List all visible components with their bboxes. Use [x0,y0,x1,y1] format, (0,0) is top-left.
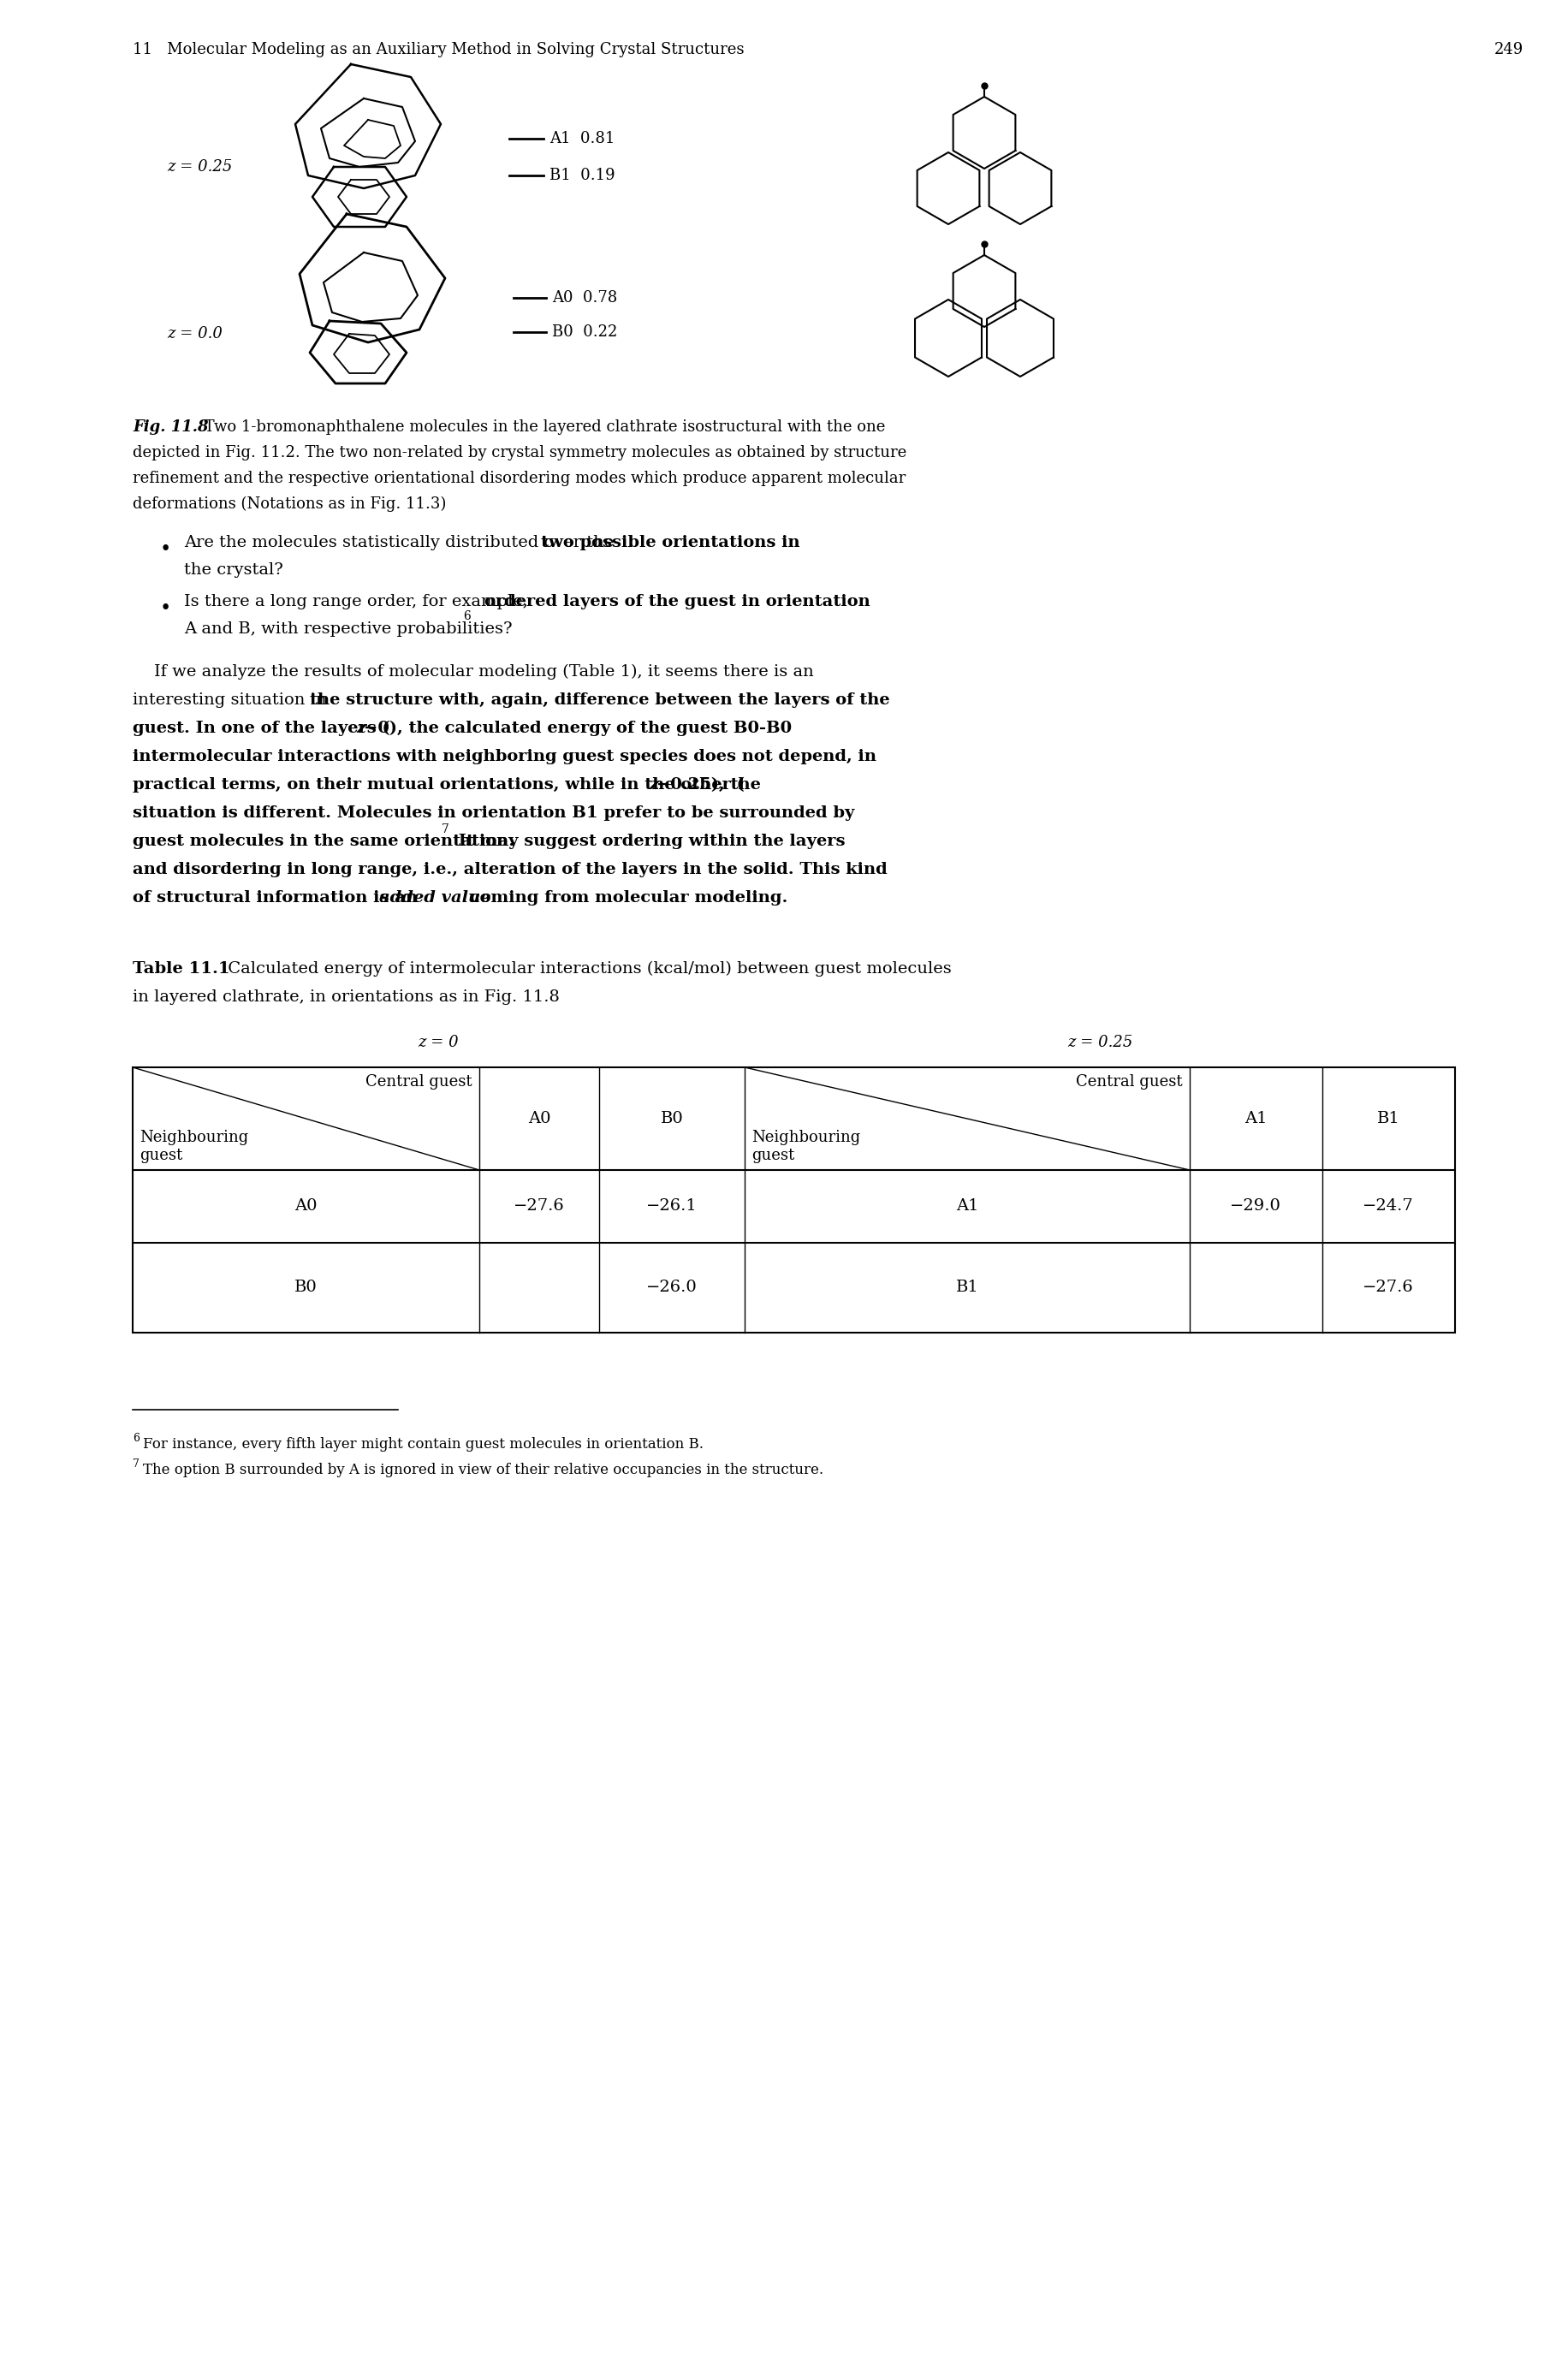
Text: z = 0.25: z = 0.25 [1068,1036,1132,1050]
Text: 249: 249 [1494,43,1524,57]
Text: 7: 7 [442,824,450,836]
Text: A1: A1 [956,1198,978,1214]
Text: in layered clathrate, in orientations as in Fig. 11.8: in layered clathrate, in orientations as… [133,988,560,1005]
Text: It may suggest ordering within the layers: It may suggest ordering within the layer… [453,834,845,848]
Text: coming from molecular modeling.: coming from molecular modeling. [464,891,787,905]
Text: depicted in Fig. 11.2. The two non-related by crystal symmetry molecules as obta: depicted in Fig. 11.2. The two non-relat… [133,444,906,461]
Text: A1: A1 [1245,1112,1267,1126]
Text: situation is different. Molecules in orientation B1 prefer to be surrounded by: situation is different. Molecules in ori… [133,805,855,820]
Text: −27.6: −27.6 [514,1198,564,1214]
Text: z = 0: z = 0 [417,1036,458,1050]
Text: B1: B1 [956,1281,978,1295]
Text: Is there a long range order, for example,: Is there a long range order, for example… [183,594,533,608]
Text: Table 11.1: Table 11.1 [133,962,230,977]
Text: −26.1: −26.1 [646,1198,698,1214]
Text: −27.6: −27.6 [1363,1281,1414,1295]
Text: 6: 6 [133,1433,140,1445]
Text: A0: A0 [295,1198,317,1214]
Text: For instance, every fifth layer might contain guest molecules in orientation B.: For instance, every fifth layer might co… [143,1437,704,1452]
Text: −0), the calculated energy of the guest B0-B0: −0), the calculated energy of the guest … [364,720,792,737]
Text: z: z [356,720,365,737]
Text: •: • [160,539,171,558]
Text: refinement and the respective orientational disordering modes which produce appa: refinement and the respective orientatio… [133,470,906,487]
Text: and disordering in long range, i.e., alteration of the layers in the solid. This: and disordering in long range, i.e., alt… [133,862,887,877]
Text: the crystal?: the crystal? [183,563,284,577]
Text: deformations (Notations as in Fig. 11.3): deformations (Notations as in Fig. 11.3) [133,497,447,513]
Text: Calculated energy of intermolecular interactions (kcal/mol) between guest molecu: Calculated energy of intermolecular inte… [223,962,952,977]
Text: Fig. 11.8: Fig. 11.8 [133,421,209,435]
Text: A0  0.78: A0 0.78 [552,290,618,307]
Text: Two 1-bromonaphthalene molecules in the layered clathrate isostructural with the: Two 1-bromonaphthalene molecules in the … [199,421,886,435]
Text: B1  0.19: B1 0.19 [549,169,615,183]
Text: Central guest: Central guest [365,1074,472,1091]
Text: A1  0.81: A1 0.81 [549,131,615,147]
Text: 11   Molecular Modeling as an Auxiliary Method in Solving Crystal Structures: 11 Molecular Modeling as an Auxiliary Me… [133,43,745,57]
Bar [133,1067,1455,1333]
Text: of structural information is an: of structural information is an [133,891,423,905]
Text: •: • [160,599,171,618]
Text: added value: added value [379,891,491,905]
Text: the structure with, again, difference between the layers of the: the structure with, again, difference be… [310,691,891,708]
Text: B0  0.22: B0 0.22 [552,326,618,340]
Text: ordered layers of the guest in orientation: ordered layers of the guest in orientati… [485,594,870,608]
Text: Neighbouring
guest: Neighbouring guest [140,1131,248,1164]
Text: Neighbouring
guest: Neighbouring guest [751,1131,861,1164]
Text: −24.7: −24.7 [1363,1198,1414,1214]
Text: A and B, with respective probabilities?: A and B, with respective probabilities? [183,623,513,637]
Text: 6: 6 [463,611,470,623]
Text: −29.0: −29.0 [1229,1198,1281,1214]
Text: z: z [649,777,659,794]
Text: guest. In one of the layers (: guest. In one of the layers ( [133,720,390,737]
Text: practical terms, on their mutual orientations, while in the other (: practical terms, on their mutual orienta… [133,777,745,794]
Text: interesting situation in: interesting situation in [133,691,332,708]
Text: two possible orientations in: two possible orientations in [541,535,800,551]
Text: guest molecules in the same orientation.: guest molecules in the same orientation. [133,834,514,848]
Text: 7: 7 [133,1459,140,1471]
Text: Are the molecules statistically distributed over the: Are the molecules statistically distribu… [183,535,619,551]
Text: z = 0.25: z = 0.25 [166,159,232,173]
Text: intermolecular interactions with neighboring guest species does not depend, in: intermolecular interactions with neighbo… [133,748,877,765]
Text: z = 0.0: z = 0.0 [166,326,223,342]
Text: B0: B0 [295,1281,317,1295]
Text: Central guest: Central guest [1076,1074,1182,1091]
Text: B0: B0 [660,1112,684,1126]
Text: A0: A0 [528,1112,550,1126]
Text: −26.0: −26.0 [646,1281,698,1295]
Text: −0.25), the: −0.25), the [657,777,760,794]
Text: B1: B1 [1377,1112,1400,1126]
Text: The option B surrounded by A is ignored in view of their relative occupancies in: The option B surrounded by A is ignored … [143,1464,823,1478]
Text: If we analyze the results of molecular modeling (Table 1), it seems there is an: If we analyze the results of molecular m… [133,665,814,680]
